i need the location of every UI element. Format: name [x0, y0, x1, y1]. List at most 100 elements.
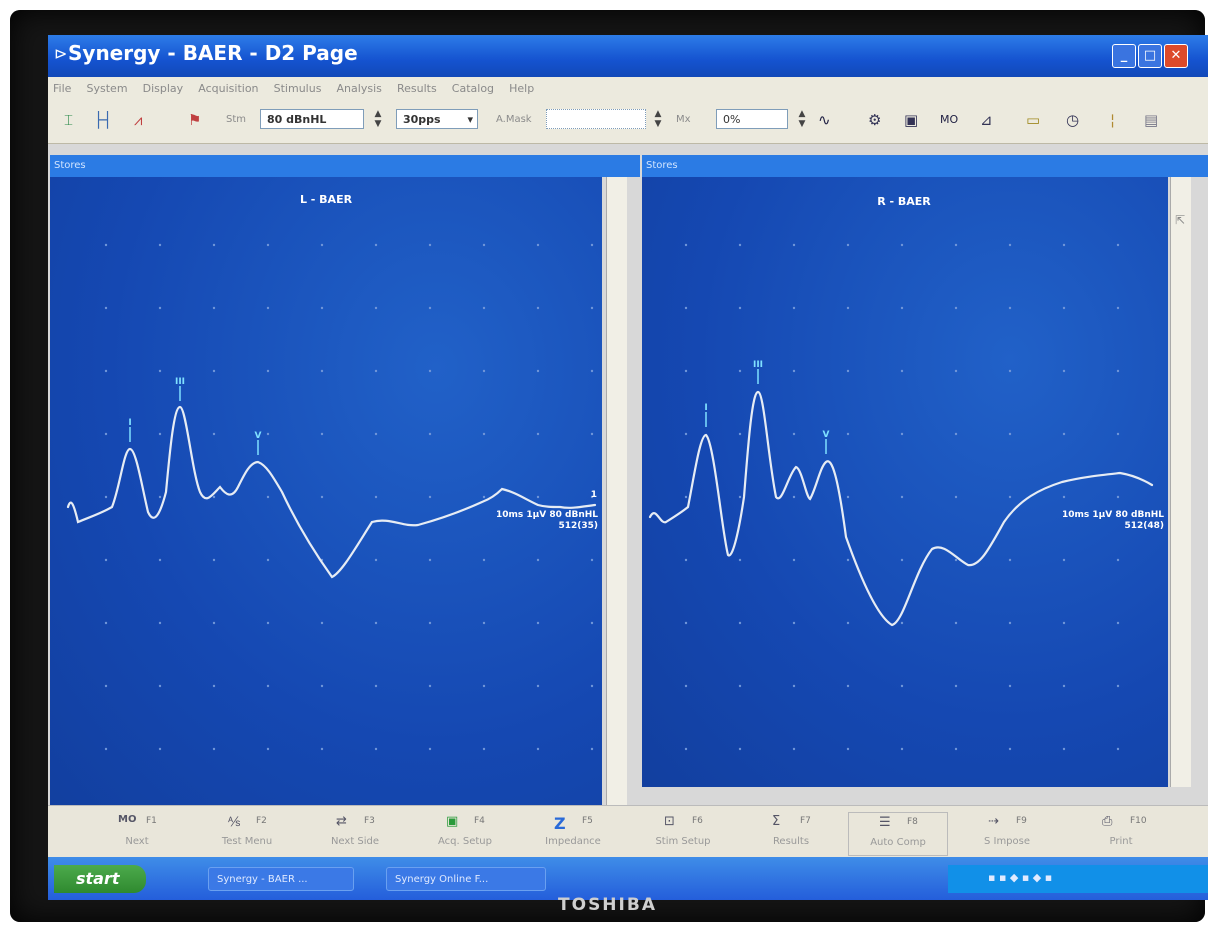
taskbar: start Synergy - BAER ... Synergy Online …: [48, 857, 1208, 900]
right-plot-area[interactable]: R - BAER I III V 10ms 1µV 80 dBnHL 512(4…: [642, 177, 1168, 787]
mo-icon[interactable]: MO: [940, 113, 959, 126]
fkey-f4-acq-setup[interactable]: ▣ F4 Acq. Setup: [416, 812, 514, 854]
stim-intensity-field[interactable]: 80 dBnHL: [260, 109, 364, 129]
grid-dot: [1008, 684, 1012, 688]
grid-dot: [536, 495, 540, 499]
minimize-button[interactable]: _: [1112, 44, 1136, 68]
stim-spinner[interactable]: ▲ ▼: [374, 109, 382, 129]
grid-dot: [684, 747, 688, 751]
grid-dot: [1062, 684, 1066, 688]
grid-dot: [374, 495, 378, 499]
mix-field[interactable]: 0%: [716, 109, 788, 129]
menu-analysis[interactable]: Analysis: [336, 82, 382, 95]
grid-dot: [104, 306, 108, 310]
menu-display[interactable]: Display: [142, 82, 184, 95]
grid-dot: [320, 747, 324, 751]
grid-dot: [590, 621, 594, 625]
grid-dot: [738, 747, 742, 751]
taskbar-item-synergy-baer[interactable]: Synergy - BAER ...: [208, 867, 354, 891]
grid-dot: [846, 621, 850, 625]
settings-icon[interactable]: ⚙: [868, 111, 882, 129]
grid-dot: [1116, 432, 1120, 436]
grid-dot: [1008, 747, 1012, 751]
title-bar[interactable]: ⊳ Synergy - BAER - D2 Page _ □ ✕: [48, 35, 1208, 77]
fkey-f6-stim-setup[interactable]: ⊡ F6 Stim Setup: [634, 812, 732, 854]
menu-stimulus[interactable]: Stimulus: [273, 82, 322, 95]
maximize-button[interactable]: □: [1138, 44, 1162, 68]
exit-icon[interactable]: ▤: [1144, 111, 1159, 129]
close-button[interactable]: ✕: [1164, 44, 1188, 68]
cursor-icon[interactable]: ⌶: [64, 111, 74, 129]
mix-spinner[interactable]: ▲ ▼: [798, 109, 806, 129]
right-peak-label-5: V: [823, 430, 830, 440]
graph-icon[interactable]: ⊿: [980, 111, 993, 129]
grid-dot: [536, 621, 540, 625]
monitor-brand-logo: TOSHIBA: [558, 895, 657, 915]
menu-acquisition[interactable]: Acquisition: [198, 82, 259, 95]
fkey-f3-next-side[interactable]: ⇄ F3 Next Side: [306, 812, 404, 854]
grid-dot: [738, 369, 742, 373]
grid-dot: [1116, 369, 1120, 373]
interval-icon[interactable]: ├┤: [94, 111, 113, 129]
grid-dot: [1008, 432, 1012, 436]
fkey-f2-test-menu[interactable]: ⅍ F2 Test Menu: [198, 812, 296, 854]
right-scrollbar[interactable]: ⇱: [1170, 177, 1191, 787]
fkey-f5-impedance[interactable]: Z F5 Impedance: [524, 812, 622, 854]
menu-catalog[interactable]: Catalog: [451, 82, 495, 95]
grid-dot: [104, 684, 108, 688]
fkey-label: S Impose: [983, 836, 1031, 847]
mask-field[interactable]: [546, 109, 646, 129]
grid-dot: [482, 495, 486, 499]
clock-icon[interactable]: ◷: [1066, 111, 1080, 129]
taskbar-item-synergy-online[interactable]: Synergy Online F...: [386, 867, 546, 891]
marker-icon[interactable]: ⩘: [134, 111, 143, 129]
pointer-icon: ⇱: [1175, 213, 1186, 227]
grid-dot: [266, 684, 270, 688]
grid-dot: [738, 432, 742, 436]
menu-file[interactable]: File: [53, 82, 72, 95]
fkey-number: F5: [582, 816, 593, 826]
fkey-f1-next[interactable]: MO F1 Next: [88, 812, 186, 854]
grid-dot: [428, 432, 432, 436]
fkey-f10-print[interactable]: ⎙ F10 Print: [1072, 812, 1170, 854]
grid-dot: [212, 558, 216, 562]
grid-dot: [846, 747, 850, 751]
menu-results[interactable]: Results: [396, 82, 437, 95]
grid-dot: [1008, 306, 1012, 310]
grid-dot: [428, 306, 432, 310]
grid-dot: [158, 747, 162, 751]
document-icon[interactable]: ▣: [904, 111, 919, 129]
left-plot-area[interactable]: L - BAER I III V 1 10ms 1µV 80 dBnHL 512…: [50, 177, 602, 813]
acq-setup-icon: ▣: [446, 814, 459, 829]
fkey-number: F1: [146, 816, 157, 826]
fkey-f7-results[interactable]: Σ F7 Results: [742, 812, 840, 854]
grid-dot: [482, 243, 486, 247]
menu-help[interactable]: Help: [509, 82, 535, 95]
grid-dot: [792, 306, 796, 310]
grid-dot: [954, 621, 958, 625]
grid-dot: [266, 432, 270, 436]
grid-dot: [1008, 558, 1012, 562]
grid-dot: [1062, 432, 1066, 436]
fkey-f8-auto-comp[interactable]: ☰ F8 Auto Comp: [848, 812, 948, 856]
grid-dot: [320, 495, 324, 499]
grid-dot: [266, 621, 270, 625]
fkey-label: Results: [772, 836, 810, 847]
left-scrollbar[interactable]: [606, 177, 627, 813]
grid-dot: [954, 747, 958, 751]
start-button[interactable]: start: [54, 865, 146, 893]
fkey-f9-superimpose[interactable]: ⇢ F9 S Impose: [958, 812, 1056, 854]
folder-icon[interactable]: ▭: [1026, 111, 1041, 129]
menu-system[interactable]: System: [86, 82, 128, 95]
help-icon[interactable]: ¦: [1110, 111, 1116, 129]
mo-icon: MO: [118, 814, 137, 825]
rate-select[interactable]: 30pps ▾: [396, 109, 478, 129]
test-menu-icon: ⅍: [228, 815, 241, 830]
grid-dot: [374, 369, 378, 373]
waveform-icon[interactable]: ∿: [818, 111, 831, 129]
mask-spinner[interactable]: ▲ ▼: [654, 109, 662, 129]
grid-dot: [158, 558, 162, 562]
flag-icon[interactable]: ⚑: [188, 111, 202, 129]
right-trace-svg: R - BAER I III V 10ms 1µV 80 dBnHL 512(4…: [648, 195, 1164, 751]
grid-dot: [1116, 684, 1120, 688]
